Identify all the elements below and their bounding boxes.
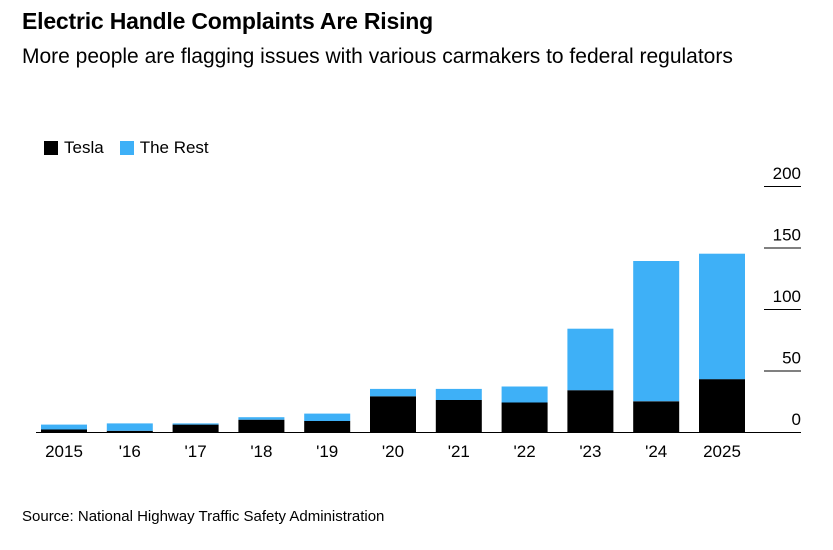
x-tick-label-8: '23	[579, 442, 601, 461]
source-note: Source: National Highway Traffic Safety …	[22, 508, 385, 525]
legend-swatch-tesla	[44, 141, 58, 155]
chart-legend: Tesla The Rest	[44, 138, 225, 158]
y-tick-label-0: 0	[792, 410, 801, 429]
bar-the-rest-9	[633, 261, 680, 402]
bar-the-rest-1	[106, 423, 153, 431]
bar-tesla-6	[435, 400, 482, 432]
x-tick-label-6: '21	[448, 442, 470, 461]
x-tick-label-5: '20	[382, 442, 404, 461]
x-tick-label-0: 2015	[45, 442, 83, 461]
bar-the-rest-2	[172, 423, 219, 425]
x-tick-label-9: '24	[645, 442, 667, 461]
labels-layer: 0 50 100 150 200 2015 '16 '17 '18 '19 '20 '21 '22 '23…	[45, 164, 801, 461]
x-tick-label-1: '16	[119, 442, 141, 461]
grid-layer	[36, 186, 801, 433]
bar-the-rest-4	[304, 413, 351, 421]
legend-label-tesla: Tesla	[64, 138, 104, 157]
bar-tesla-3	[238, 419, 285, 432]
y-tick-label-50: 50	[782, 349, 801, 368]
legend-item-tesla: Tesla	[44, 138, 104, 158]
bar-tesla-10	[699, 379, 745, 432]
bar-tesla-8	[567, 390, 614, 432]
bar-tesla-1	[106, 430, 153, 432]
bar-the-rest-0	[41, 424, 87, 430]
bar-tesla-2	[172, 424, 219, 432]
bar-the-rest-8	[567, 328, 614, 391]
x-tick-label-7: '22	[514, 442, 536, 461]
bar-tesla-0	[41, 429, 87, 432]
legend-swatch-the-rest	[119, 141, 134, 155]
bar-the-rest-10	[699, 253, 745, 380]
bar-the-rest-6	[435, 388, 482, 400]
x-tick-label-2: '17	[185, 442, 207, 461]
bar-the-rest-3	[238, 417, 285, 420]
chart-subtitle: More people are flagging issues with var…	[22, 45, 733, 68]
x-tick-label-10: 2025	[703, 442, 741, 461]
bar-tesla-7	[501, 402, 548, 432]
y-tick-label-150: 150	[773, 226, 801, 245]
bar-the-rest-7	[501, 386, 548, 403]
legend-item-the-rest: The Rest	[119, 138, 209, 158]
chart-title: Electric Handle Complaints Are Rising	[22, 8, 433, 34]
y-tick-label-200: 200	[773, 164, 801, 183]
x-tick-label-3: '18	[250, 442, 272, 461]
y-tick-label-100: 100	[773, 287, 801, 306]
bar-tesla-9	[633, 401, 680, 433]
bar-tesla-5	[370, 396, 416, 432]
x-tick-label-4: '19	[316, 442, 338, 461]
bars-layer	[41, 253, 745, 433]
legend-label-the-rest: The Rest	[139, 138, 209, 157]
bar-tesla-4	[304, 420, 351, 432]
bar-the-rest-5	[370, 388, 416, 397]
